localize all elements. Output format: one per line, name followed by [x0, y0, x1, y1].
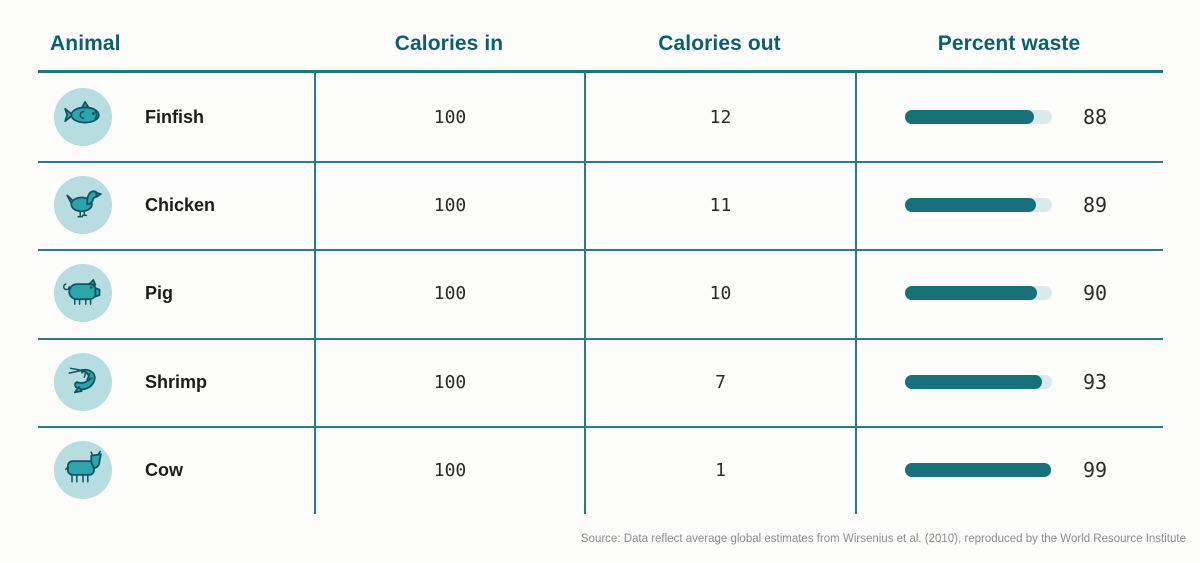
- animal-avatar: [54, 88, 112, 146]
- header-rule: [38, 70, 1163, 73]
- fish-icon: [61, 93, 105, 142]
- calories-in-value: 100: [433, 282, 467, 304]
- row-divider-4: [38, 426, 1163, 428]
- calories-in-value: 100: [433, 459, 467, 481]
- percent-waste-bar: [905, 286, 1038, 300]
- percent-waste-bar: [905, 198, 1036, 212]
- animal-avatar: [54, 353, 112, 411]
- row-divider-1: [38, 161, 1163, 163]
- animal-avatar: [54, 264, 112, 322]
- column-divider-1: [314, 73, 316, 514]
- calories-out-value: 7: [715, 371, 726, 393]
- row-divider-2: [38, 249, 1163, 251]
- percent-waste-value: 89: [1082, 193, 1108, 217]
- percent-waste-bar-track: [905, 198, 1052, 212]
- animal-avatar: [54, 176, 112, 234]
- animal-name: Cow: [145, 459, 183, 480]
- calories-out-value: 1: [715, 459, 726, 481]
- table-row: Chicken 100 11 89: [0, 161, 1200, 249]
- column-divider-3: [855, 73, 857, 514]
- percent-waste-bar: [905, 463, 1051, 477]
- column-header-animal: Animal: [50, 32, 121, 55]
- animal-name: Shrimp: [145, 371, 208, 392]
- table-row: Shrimp 100 7 93: [0, 338, 1200, 426]
- table-row: Pig 100 10 90: [0, 249, 1200, 337]
- percent-waste-value: 99: [1082, 458, 1108, 482]
- percent-waste-value: 90: [1082, 281, 1108, 305]
- calories-out-value: 10: [709, 282, 732, 304]
- calories-out-value: 11: [709, 194, 732, 216]
- percent-waste-bar: [905, 110, 1035, 124]
- animal-name: Finfish: [145, 106, 204, 127]
- column-divider-2: [584, 73, 586, 514]
- percent-waste-bar-track: [905, 286, 1052, 300]
- table-row: Cow 100 1 99: [0, 426, 1200, 514]
- animal-name: Pig: [145, 282, 174, 303]
- calories-in-value: 100: [433, 194, 467, 216]
- percent-waste-bar-track: [905, 110, 1052, 124]
- percent-waste-bar-track: [905, 463, 1052, 477]
- animal-avatar: [54, 441, 112, 499]
- calories-out-value: 12: [709, 106, 732, 128]
- calories-in-value: 100: [433, 106, 467, 128]
- calories-in-value: 100: [433, 371, 467, 393]
- percent-waste-value: 93: [1082, 370, 1108, 394]
- shrimp-icon: [61, 358, 105, 407]
- percent-waste-value: 88: [1082, 105, 1108, 129]
- source-note: Source: Data reflect average global esti…: [580, 533, 1186, 545]
- percent-waste-bar-track: [905, 375, 1052, 389]
- column-header-calories-in: Calories in: [394, 32, 504, 55]
- row-divider-3: [38, 338, 1163, 340]
- animal-name: Chicken: [145, 194, 216, 215]
- column-header-calories-out: Calories out: [658, 32, 781, 55]
- table-row: Finfish 100 12 88: [0, 73, 1200, 161]
- chicken-icon: [61, 181, 105, 230]
- column-header-percent-waste: Percent waste: [937, 32, 1081, 55]
- pig-icon: [61, 269, 105, 318]
- percent-waste-bar: [905, 375, 1042, 389]
- cow-icon: [61, 446, 105, 495]
